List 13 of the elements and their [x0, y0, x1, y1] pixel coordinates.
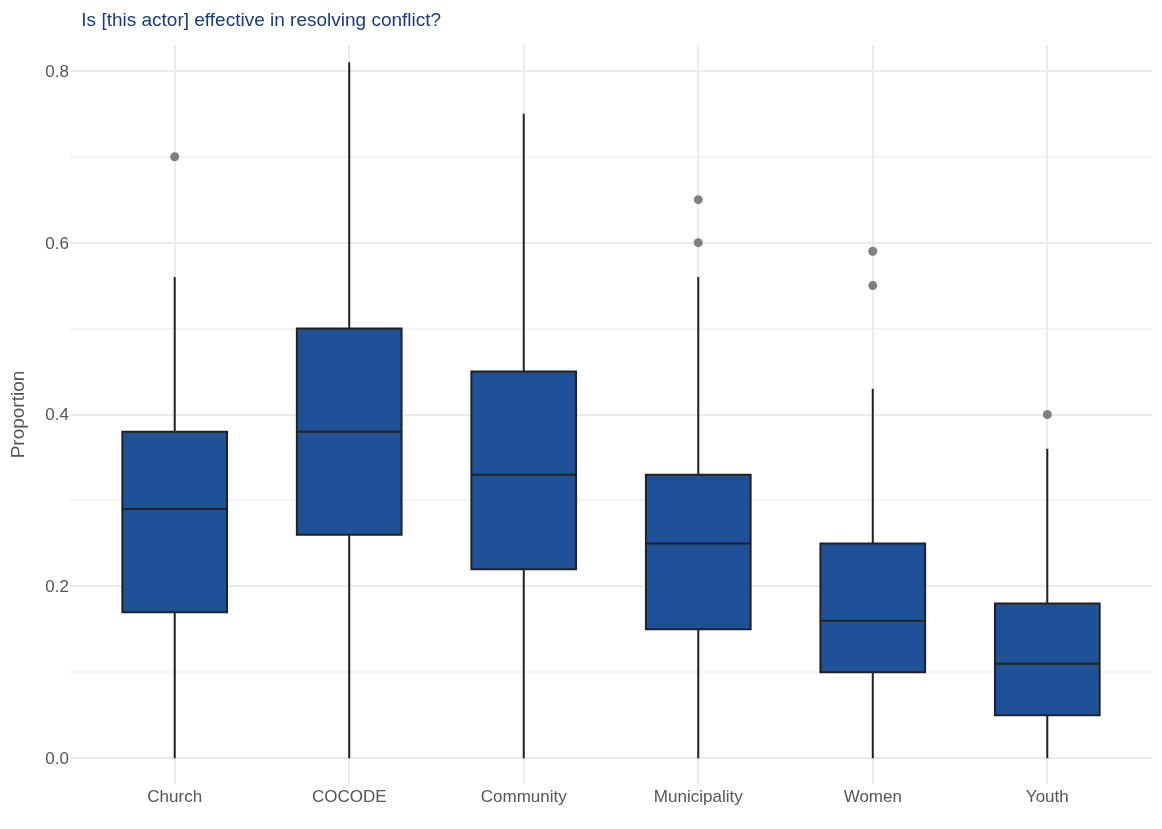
- y-tick-label: 0.6: [45, 233, 69, 253]
- x-tick-label: Community: [480, 787, 568, 806]
- x-tick-label: Women: [843, 787, 902, 806]
- x-tick-label: COCODE: [311, 787, 387, 806]
- y-tick-label: 0.2: [45, 577, 69, 597]
- y-tick-label: 0.4: [45, 405, 69, 425]
- y-axis-title: Proportion: [7, 370, 29, 459]
- y-tick-label: 0.8: [45, 61, 69, 81]
- x-tick-label: Church: [147, 787, 203, 806]
- x-tick-label: Youth: [1025, 787, 1069, 806]
- y-tick-label: 0.0: [45, 749, 69, 769]
- chart-title: Is [this actor] effective in resolving conflict?: [81, 8, 442, 30]
- x-tick-label: Municipality: [653, 787, 744, 806]
